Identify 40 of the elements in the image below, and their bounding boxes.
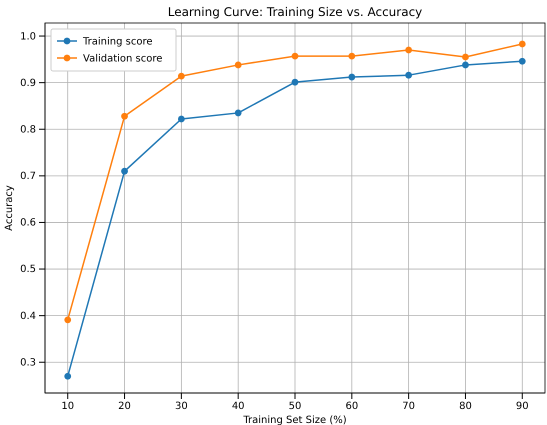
point — [405, 72, 412, 79]
x-axis-title: Training Set Size (%) — [242, 415, 347, 425]
x-tick-label: 60 — [345, 401, 358, 412]
point — [64, 372, 72, 380]
x-tick-label: 70 — [402, 401, 416, 412]
point — [178, 72, 185, 80]
y-tick-label: 0.9 — [20, 78, 36, 89]
y-tick-label: 0.6 — [20, 218, 36, 229]
legend-label: Validation score — [83, 54, 162, 64]
point — [462, 62, 469, 68]
point — [405, 46, 412, 54]
x-tick-label: 40 — [232, 401, 245, 412]
point — [121, 168, 128, 175]
x-tick-label: 90 — [516, 401, 529, 412]
y-tick-label: 0.3 — [20, 357, 36, 368]
y-tick-label: 0.5 — [20, 264, 36, 276]
chart-title: Learning Curve: Training Size vs. Accuracy — [168, 5, 422, 19]
x-tick-label: 30 — [174, 401, 188, 412]
x-tick-label: 20 — [118, 401, 131, 412]
y-tick-label: 0.4 — [20, 310, 36, 322]
y-tick-label: 0.8 — [20, 124, 36, 136]
y-tick-label: 1.0 — [20, 31, 36, 42]
x-tick-label: 50 — [288, 401, 302, 412]
point — [348, 74, 356, 80]
point — [348, 52, 356, 60]
x-tick-label: 10 — [61, 401, 74, 412]
point — [234, 62, 242, 68]
point — [121, 112, 128, 120]
point — [234, 110, 242, 116]
point — [178, 116, 185, 122]
y-axis-title: Accuracy — [4, 185, 15, 231]
point — [64, 316, 72, 324]
point — [518, 40, 526, 48]
x-tick-label: 80 — [459, 401, 472, 412]
point — [292, 78, 298, 86]
legend-label: Training score — [82, 36, 153, 48]
point — [518, 58, 526, 65]
y-tick-label: 0.7 — [20, 171, 36, 182]
point — [292, 52, 298, 60]
point — [462, 54, 469, 60]
